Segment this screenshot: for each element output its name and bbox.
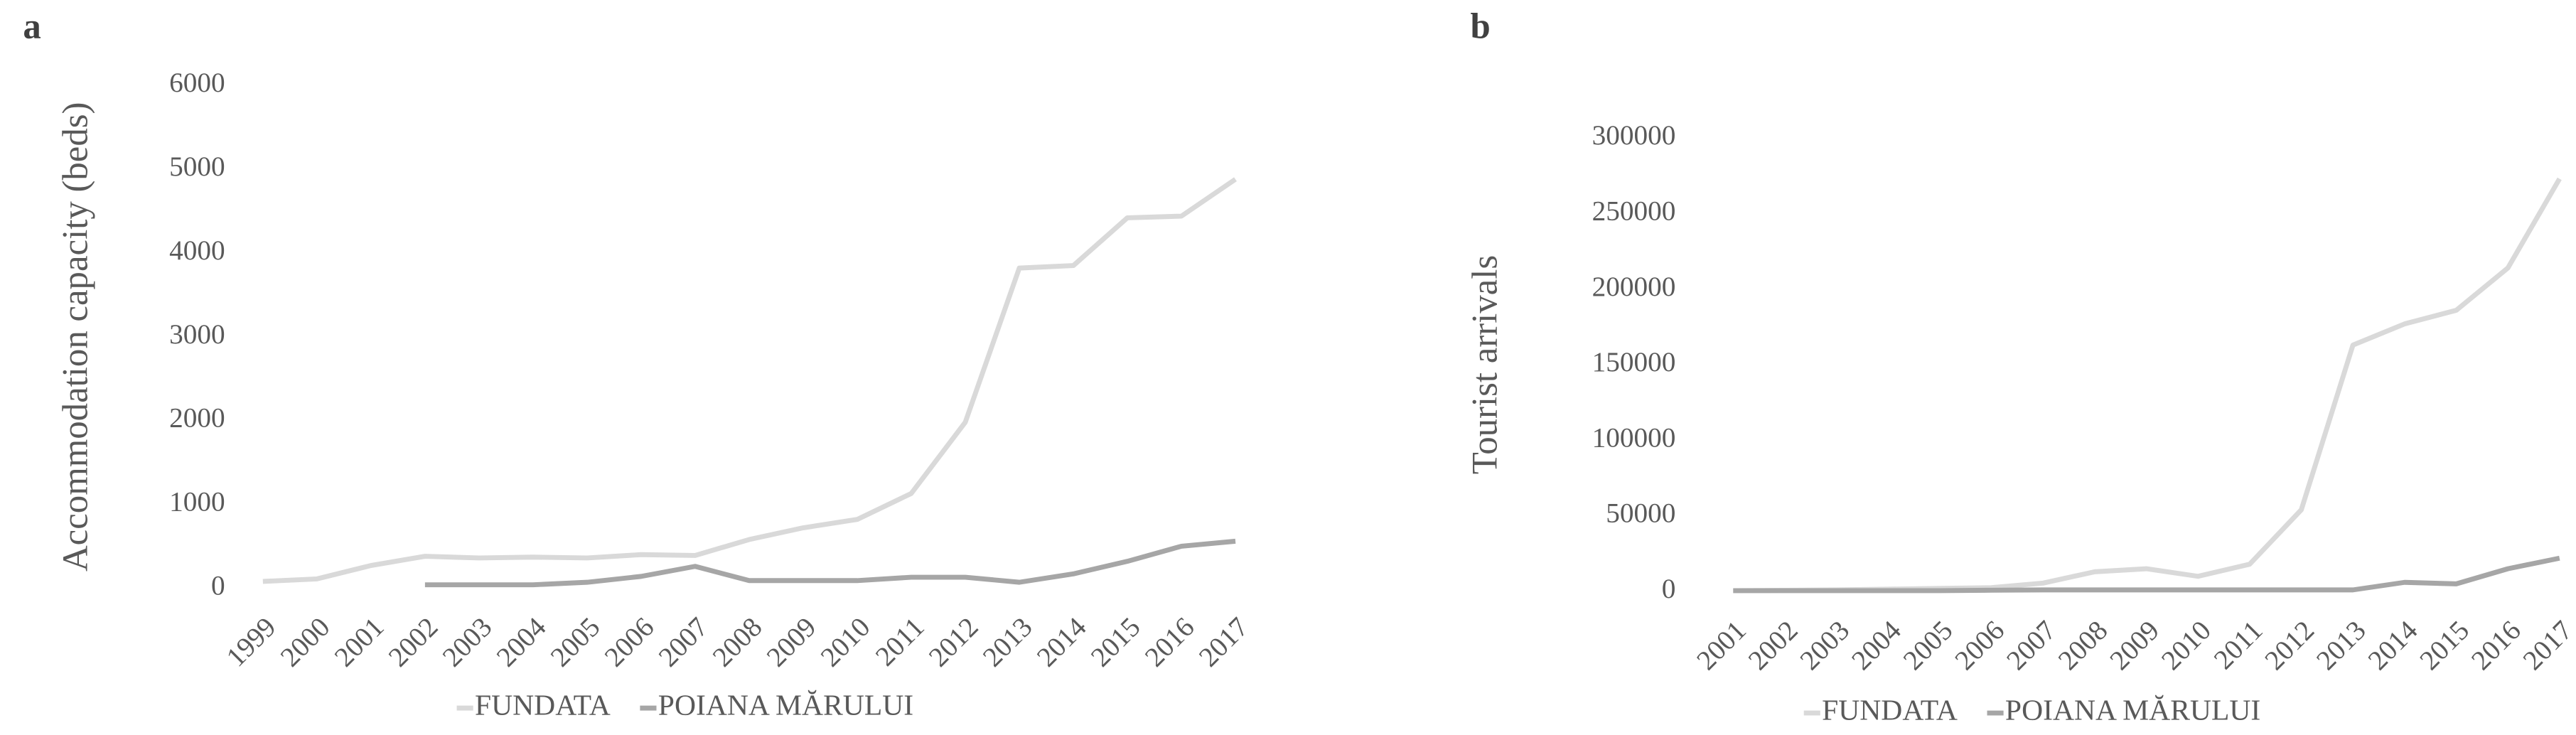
y-axis-title: Accommodation capacity (beds) <box>55 102 95 572</box>
x-tick-label: 2013 <box>977 612 1039 673</box>
x-tick-label: 2008 <box>707 612 768 673</box>
x-tick-label: 2003 <box>1794 615 1855 676</box>
y-tick-label: 5000 <box>169 151 225 182</box>
x-tick-label: 2000 <box>275 612 336 673</box>
x-tick-label: 2004 <box>1846 615 1907 676</box>
panel-label: b <box>1471 6 1491 45</box>
y-tick-label: 50000 <box>1606 498 1675 529</box>
legend-label: FUNDATA <box>475 689 611 721</box>
x-tick-label: 1999 <box>221 612 282 673</box>
legend-label: POIANA MĂRULUI <box>2005 694 2260 726</box>
x-tick-label: 2001 <box>329 612 390 673</box>
x-tick-label: 2013 <box>2311 615 2372 676</box>
legend-label: FUNDATA <box>1822 694 1958 726</box>
series-line <box>1733 555 2560 594</box>
legend-label: POIANA MĂRULUI <box>658 689 913 721</box>
x-tick-label: 2006 <box>599 612 660 673</box>
panel-label: a <box>23 6 41 45</box>
y-tick-label: 3000 <box>169 319 225 350</box>
x-tick-label: 2017 <box>2517 615 2576 676</box>
series-line <box>424 538 1236 588</box>
y-axis-title: Tourist arrivals <box>1465 255 1505 474</box>
y-tick-label: 200000 <box>1592 272 1676 302</box>
x-tick-label: 2011 <box>870 612 930 672</box>
x-tick-label: 2017 <box>1193 612 1255 673</box>
x-tick-label: 2004 <box>491 611 552 672</box>
series-line <box>262 177 1237 584</box>
y-tick-label: 6000 <box>169 68 225 98</box>
y-tick-label: 1000 <box>169 487 225 517</box>
x-tick-label: 2012 <box>923 612 984 673</box>
x-tick-label: 2002 <box>383 612 444 673</box>
x-tick-label: 2009 <box>761 612 822 673</box>
y-tick-label: 0 <box>211 570 225 601</box>
x-tick-label: 2007 <box>653 612 714 673</box>
x-tick-label: 2006 <box>1949 615 2010 676</box>
x-tick-label: 2003 <box>437 612 498 673</box>
y-tick-label: 300000 <box>1592 120 1676 151</box>
y-tick-label: 4000 <box>169 235 225 266</box>
x-tick-label: 2015 <box>2414 615 2475 676</box>
x-tick-label: 2015 <box>1085 612 1147 673</box>
x-tick-label: 2002 <box>1743 615 1804 676</box>
y-tick-label: 0 <box>1662 574 1676 604</box>
x-tick-label: 2005 <box>545 612 606 673</box>
x-tick-label: 2001 <box>1691 615 1752 676</box>
x-tick-label: 2010 <box>815 612 876 673</box>
x-tick-label: 2010 <box>2156 615 2217 676</box>
x-tick-label: 2011 <box>2209 615 2269 675</box>
y-tick-label: 100000 <box>1592 422 1676 453</box>
y-tick-label: 250000 <box>1592 195 1676 226</box>
x-tick-label: 2016 <box>2466 615 2527 676</box>
x-tick-label: 2012 <box>2259 615 2320 676</box>
x-tick-label: 2005 <box>1898 615 1959 676</box>
x-tick-label: 2009 <box>2104 615 2165 676</box>
x-tick-label: 2016 <box>1139 612 1201 673</box>
series-line <box>1733 177 2562 594</box>
x-tick-label: 2014 <box>1031 611 1093 672</box>
x-tick-label: 2014 <box>2363 615 2424 676</box>
x-tick-label: 2007 <box>2001 615 2062 676</box>
y-tick-label: 2000 <box>169 403 225 434</box>
y-tick-label: 150000 <box>1592 347 1676 377</box>
x-tick-label: 2008 <box>2053 615 2114 676</box>
